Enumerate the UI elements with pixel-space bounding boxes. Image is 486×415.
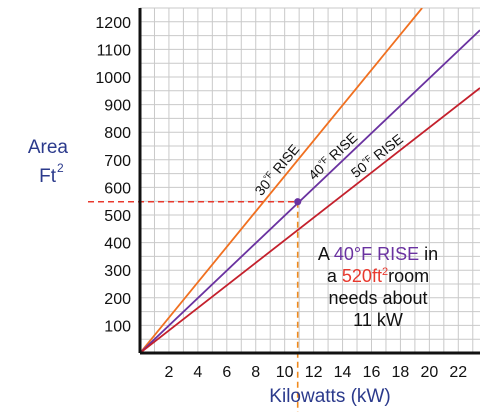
y-tick-label: 400 [104,236,131,253]
annotation-in: in [419,244,438,264]
series-line-30-rise [140,8,423,353]
y-axis-label-superscript: 2 [57,161,64,175]
highlight-point [294,198,302,206]
y-axis-label-line1: Area [28,137,69,158]
x-tick-label: 4 [193,364,202,381]
y-tick-label: 1200 [95,15,131,32]
series-line-40-rise [140,29,480,353]
series-label-30-rise: 30°F RISE [251,141,302,199]
annotation-a2: a [327,266,342,286]
x-tick-label: 2 [164,364,173,381]
annotation-room: room [388,266,429,286]
grid-lines [140,7,480,353]
annotation-box: A 40°F RISE in a 520ft2room needs about … [318,244,438,330]
x-tick-label: 14 [334,364,352,381]
y-tick-label: 500 [104,208,131,225]
y-tick-label: 1100 [97,42,132,59]
y-tick-label: 300 [104,263,131,280]
y-tick-label: 800 [104,125,131,142]
x-tick-label: 10 [276,364,294,381]
x-tick-label: 12 [305,364,323,381]
annotation-area: 520ft [342,266,382,286]
axes [138,8,480,355]
x-axis-ticks: 2 4 6 8 10 12 14 16 18 20 22 [164,364,467,381]
x-tick-label: 22 [449,364,467,381]
x-tick-label: 20 [420,364,438,381]
annotation-line-1: A 40°F RISE in [318,244,438,264]
y-tick-label: 900 [104,98,131,115]
series-line-50-rise [140,87,480,353]
y-tick-label: 700 [104,153,131,170]
annotation-area-superscript: 2 [382,266,388,278]
annotation-line-3: needs about [328,288,427,308]
y-axis-ticks: 100 200 300 400 500 600 700 800 900 1000 1100 1200 [95,15,131,336]
annotation-line-4: 11 kW [353,310,403,330]
y-tick-label: 200 [104,291,131,308]
y-tick-label: 1000 [95,70,131,87]
x-tick-label: 18 [392,364,410,381]
rise-lines [140,8,480,353]
y-axis-label-line2: Ft [39,166,57,187]
y-tick-label: 600 [104,180,131,197]
x-tick-label: 16 [363,364,381,381]
annotation-rise: 40°F RISE [334,244,419,264]
annotation-line-2: a 520ft2room [327,266,429,286]
x-tick-label: 6 [222,364,231,381]
x-tick-label: 8 [251,364,260,381]
annotation-a: A [318,244,334,264]
y-tick-label: 100 [104,318,131,335]
x-axis-label: Kilowatts (kW) [269,386,390,407]
